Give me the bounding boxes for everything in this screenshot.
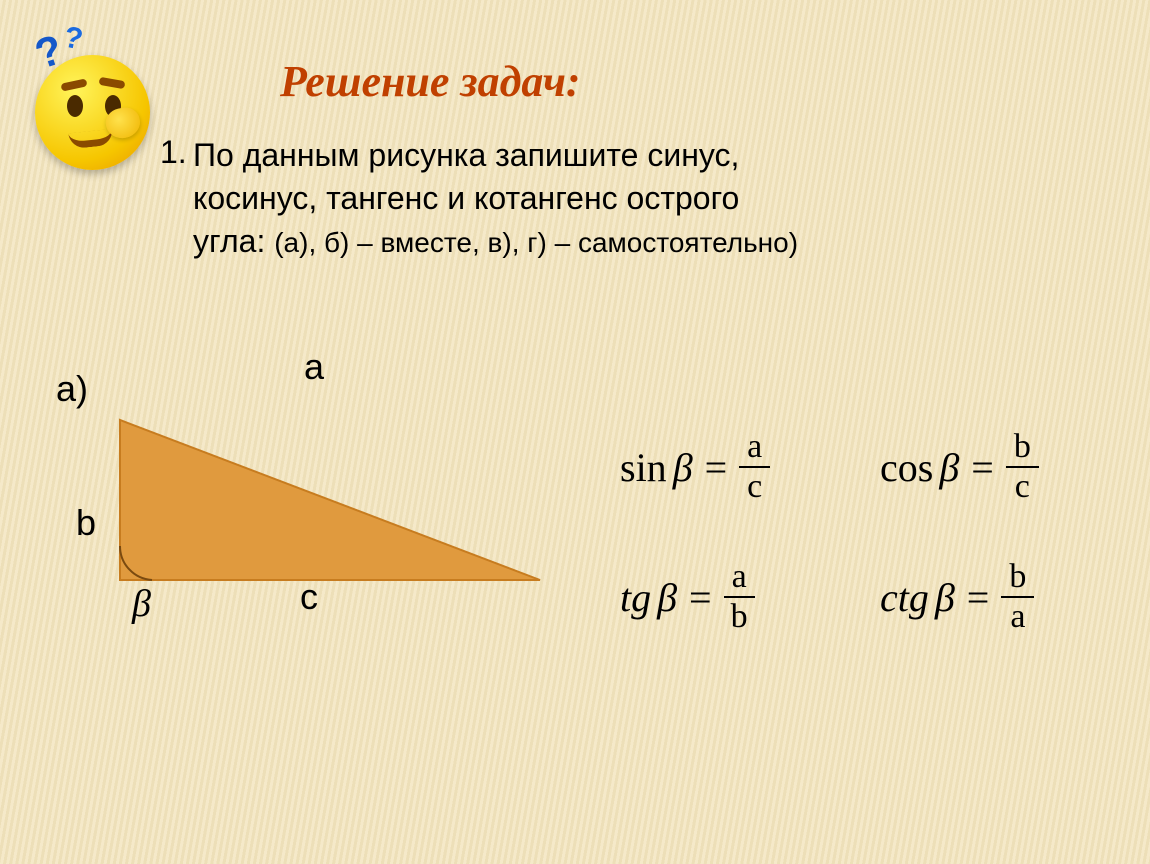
fraction-den: c (1015, 468, 1030, 504)
fraction: a c (739, 430, 770, 504)
fn-name: cos (880, 444, 933, 491)
fraction: b a (1001, 560, 1034, 634)
fraction-num: a (739, 430, 770, 468)
emoji-brow-icon (60, 78, 87, 91)
slide-title: Решение задач: (280, 56, 581, 107)
task-line: По данным рисунка запишите синус, (193, 134, 1043, 177)
formula-cos: cos β = b c (880, 430, 1130, 504)
thinking-emoji: ? ? (20, 30, 165, 175)
triangle-shape (120, 420, 540, 580)
fraction-den: b (731, 598, 748, 634)
fn-var: β (657, 574, 677, 621)
fn-name: tg (620, 574, 651, 621)
formula-ctg: ctg β = b a (880, 560, 1130, 634)
formula-sin: sin β = a c (620, 430, 870, 504)
emoji-mouth-icon (68, 129, 113, 150)
fn-name: sin (620, 444, 667, 491)
formula-tg: tg β = a b (620, 560, 870, 634)
fn-var: β (935, 574, 955, 621)
task-line-sub: (а), б) – вместе, в), г) – самостоятельн… (274, 227, 798, 258)
fraction-den: c (747, 468, 762, 504)
task-number: 1. (160, 134, 187, 171)
equals-sign: = (699, 444, 734, 491)
fraction-num: b (1001, 560, 1034, 598)
fraction: a b (724, 560, 755, 634)
fn-var: β (673, 444, 693, 491)
fraction-num: b (1006, 430, 1039, 468)
formulas-block: sin β = a c cos β = b c tg β = a b (620, 430, 1130, 634)
triangle-diagram (110, 400, 550, 640)
task-line-prefix: угла: (193, 223, 274, 259)
emoji-eye-icon (67, 95, 83, 117)
part-label: а) (56, 368, 88, 410)
equals-sign: = (965, 444, 1000, 491)
side-label-b: b (76, 502, 96, 544)
fn-name: ctg (880, 574, 929, 621)
equals-sign: = (683, 574, 718, 621)
fraction: b c (1006, 430, 1039, 504)
task-line: угла: (а), б) – вместе, в), г) – самосто… (193, 220, 1043, 263)
angle-label-beta: β (132, 582, 151, 626)
emoji-brow-icon (99, 77, 126, 89)
question-mark-icon: ? (61, 20, 86, 57)
task-line: косинус, тангенс и котангенс острого (193, 177, 1043, 220)
fraction-den: a (1010, 598, 1025, 634)
side-label-c: c (300, 576, 318, 618)
side-label-a: a (304, 346, 324, 388)
fn-var: β (939, 444, 959, 491)
task-text: По данным рисунка запишите синус, косину… (193, 134, 1043, 264)
slide: ? ? Решение задач: 1. По данным рисунка … (0, 0, 1150, 864)
equals-sign: = (961, 574, 996, 621)
fraction-num: a (724, 560, 755, 598)
